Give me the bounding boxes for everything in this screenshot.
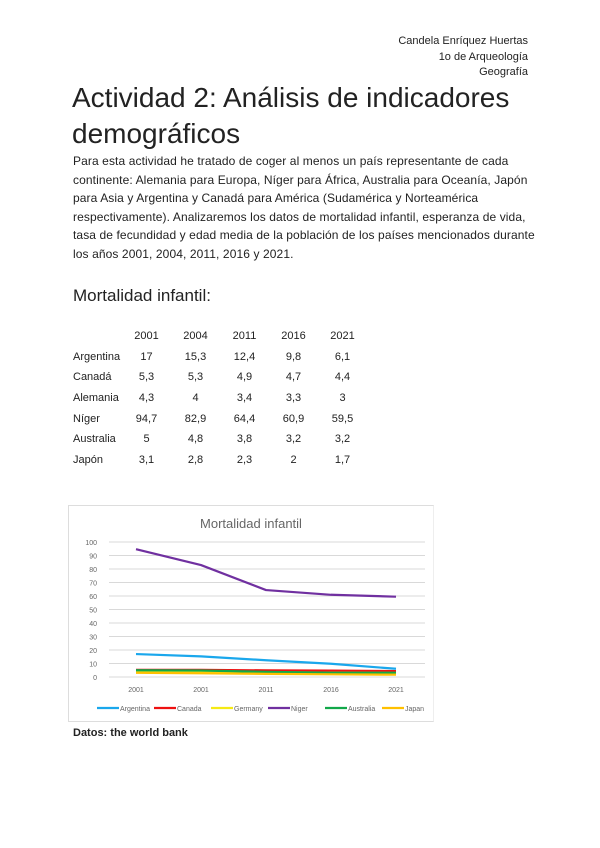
x-tick-label: 2011: [258, 687, 273, 694]
table-cell: 4,7: [285, 371, 302, 384]
table-cell: 59,5: [331, 412, 354, 425]
table-cell: 3,2: [334, 433, 351, 446]
y-tick-label: 10: [89, 662, 97, 669]
table-cell: 17: [140, 350, 153, 363]
table-cell: 5: [143, 433, 150, 446]
series-line-niger: [135, 548, 397, 598]
series-line-japan: [135, 671, 397, 676]
subject: Geografía: [479, 66, 528, 78]
table-cell: 3,1: [138, 453, 155, 466]
table-cell: 3,4: [236, 392, 253, 405]
legend-label: Argentina: [120, 706, 150, 713]
row-label: Argentina: [73, 350, 121, 363]
table-cell: 3,3: [285, 392, 302, 405]
y-tick-label: 100: [85, 540, 97, 547]
section-title: Mortalidad infantil:: [73, 286, 211, 305]
chart-container: Mortalidad infantil 0 10 20 30 40 50 60 70 80 90 10…: [68, 505, 434, 722]
table-cell: 3: [339, 392, 346, 405]
legend-label: Japan: [405, 706, 424, 713]
legend-label: Germany: [234, 706, 263, 713]
x-tick-label: 2001: [128, 687, 144, 694]
x-tick-label: 2021: [388, 687, 404, 694]
intro-paragraph: Para esta actividad he tratado de coger …: [73, 154, 535, 261]
x-tick-label: 2001: [193, 687, 209, 694]
table-cell: 1,7: [334, 453, 351, 466]
mortality-table: 2001 2004 2011 2016 2021 Argentina 17 15,3 12,4…: [73, 326, 367, 470]
column-header: 2001: [134, 330, 159, 343]
table-cell: 64,4: [233, 412, 256, 425]
row-label: Canadá: [73, 371, 112, 384]
chart-title: Mortalidad infantil: [200, 516, 302, 531]
y-tick-label: 30: [89, 635, 97, 642]
row-label: Níger: [73, 412, 100, 425]
legend-label: Australia: [348, 706, 375, 713]
y-tick-label: 40: [89, 621, 97, 628]
page-title: Actividad 2: Análisis de indicadores dem…: [72, 82, 510, 149]
table-row: Argentina 17 15,3 12,4 9,8 6,1: [73, 347, 367, 368]
table-cell: 94,7: [135, 412, 158, 425]
table-cell: 9,8: [285, 350, 302, 363]
row-label: Australia: [73, 433, 116, 446]
table-cell: 2,8: [187, 453, 204, 466]
y-tick-label: 0: [93, 675, 97, 682]
series-line-argentina: [135, 652, 397, 670]
table-cell: 12,4: [233, 350, 256, 363]
y-tick-label: 50: [89, 608, 97, 615]
table-row: Alemania 4,3 4 3,4 3,3 3: [73, 388, 367, 409]
legend-label: Niger: [291, 706, 308, 713]
table-cell: 3,2: [285, 433, 302, 446]
source-note: Datos: the world bank: [73, 727, 188, 739]
row-label: Japón: [73, 453, 103, 466]
table-cell: 5,3: [187, 371, 204, 384]
table-cell: 82,9: [184, 412, 207, 425]
table-cell: 5,3: [138, 371, 155, 384]
table-cell: 4,9: [236, 371, 253, 384]
y-tick-label: 80: [89, 567, 97, 574]
y-tick-label: 70: [89, 581, 97, 588]
table-row: Canadá 5,3 5,3 4,9 4,7 4,4: [73, 367, 367, 388]
table-cell: 4,3: [138, 392, 155, 405]
table-cell: 4,8: [187, 433, 204, 446]
y-tick-label: 20: [89, 648, 97, 655]
y-tick-label: 90: [89, 554, 97, 561]
series-line-australia: [135, 669, 396, 674]
legend-label: Canada: [177, 706, 202, 713]
y-tick-label: 60: [89, 594, 97, 601]
table-cell: 6,1: [334, 350, 351, 363]
table-row: Australia 5 4,8 3,8 3,2 3,2: [73, 429, 367, 450]
table-cell: 2: [290, 453, 297, 466]
line-chart: Mortalidad infantil 0 10 20 30 40 50 60 70 80 90 10…: [85, 516, 425, 713]
table-row: Níger 94,7 82,9 64,4 60,9 59,5: [73, 408, 367, 429]
column-header: 2004: [183, 330, 208, 343]
table-cell: 15,3: [184, 350, 207, 363]
column-header: 2011: [232, 330, 257, 343]
table-cell: 2,3: [236, 453, 253, 466]
row-label: Alemania: [73, 392, 119, 405]
table-cell: 3,8: [236, 433, 253, 446]
column-header: [73, 326, 122, 347]
x-tick-label: 2016: [323, 687, 339, 694]
column-header: 2021: [330, 330, 355, 343]
table-header-row: 2001 2004 2011 2016 2021: [73, 326, 367, 347]
table-cell: 4,4: [334, 371, 351, 384]
table-row: Japón 3,1 2,8 2,3 2 1,7: [73, 450, 367, 471]
column-header: 2016: [281, 330, 306, 343]
table-cell: 4: [192, 392, 199, 405]
author-name: Candela Enríquez Huertas: [398, 35, 528, 47]
course: 1o de Arqueología: [438, 51, 528, 63]
table-cell: 60,9: [282, 412, 305, 425]
